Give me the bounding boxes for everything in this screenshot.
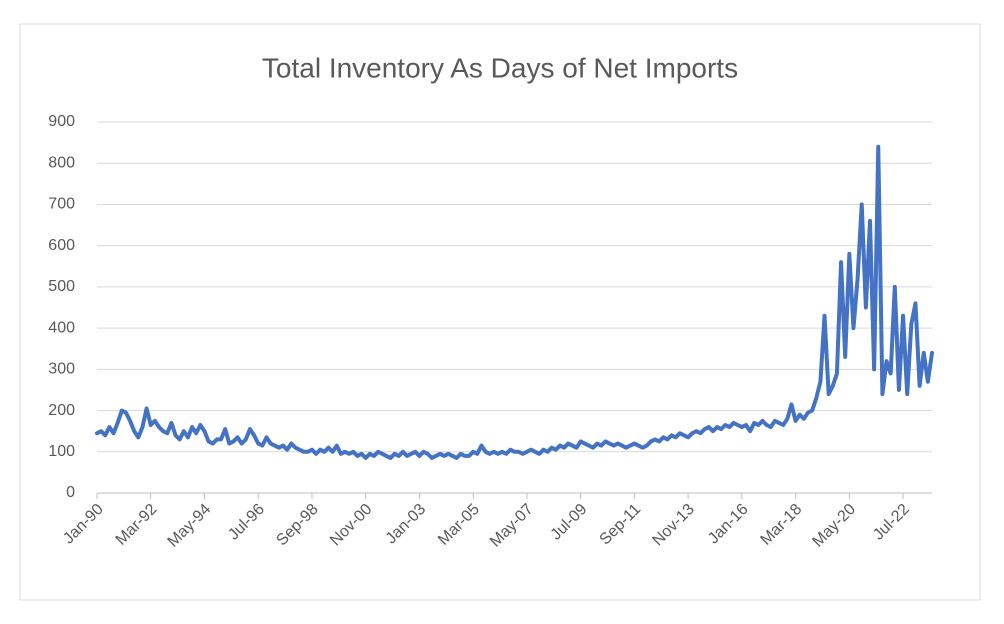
y-tick-label: 600 — [48, 237, 75, 254]
y-tick-label: 800 — [48, 154, 75, 171]
y-tick-label: 500 — [48, 278, 75, 295]
y-tick-label: 900 — [48, 113, 75, 130]
y-tick-label: 400 — [48, 319, 75, 336]
y-tick-label: 200 — [48, 402, 75, 419]
chart-title: Total Inventory As Days of Net Imports — [262, 52, 738, 83]
y-tick-label: 700 — [48, 196, 75, 213]
y-tick-label: 300 — [48, 361, 75, 378]
chart-border — [19, 23, 981, 601]
data-line — [95, 144, 934, 460]
y-tick-label: 0 — [66, 484, 75, 501]
y-tick-label: 100 — [48, 443, 75, 460]
